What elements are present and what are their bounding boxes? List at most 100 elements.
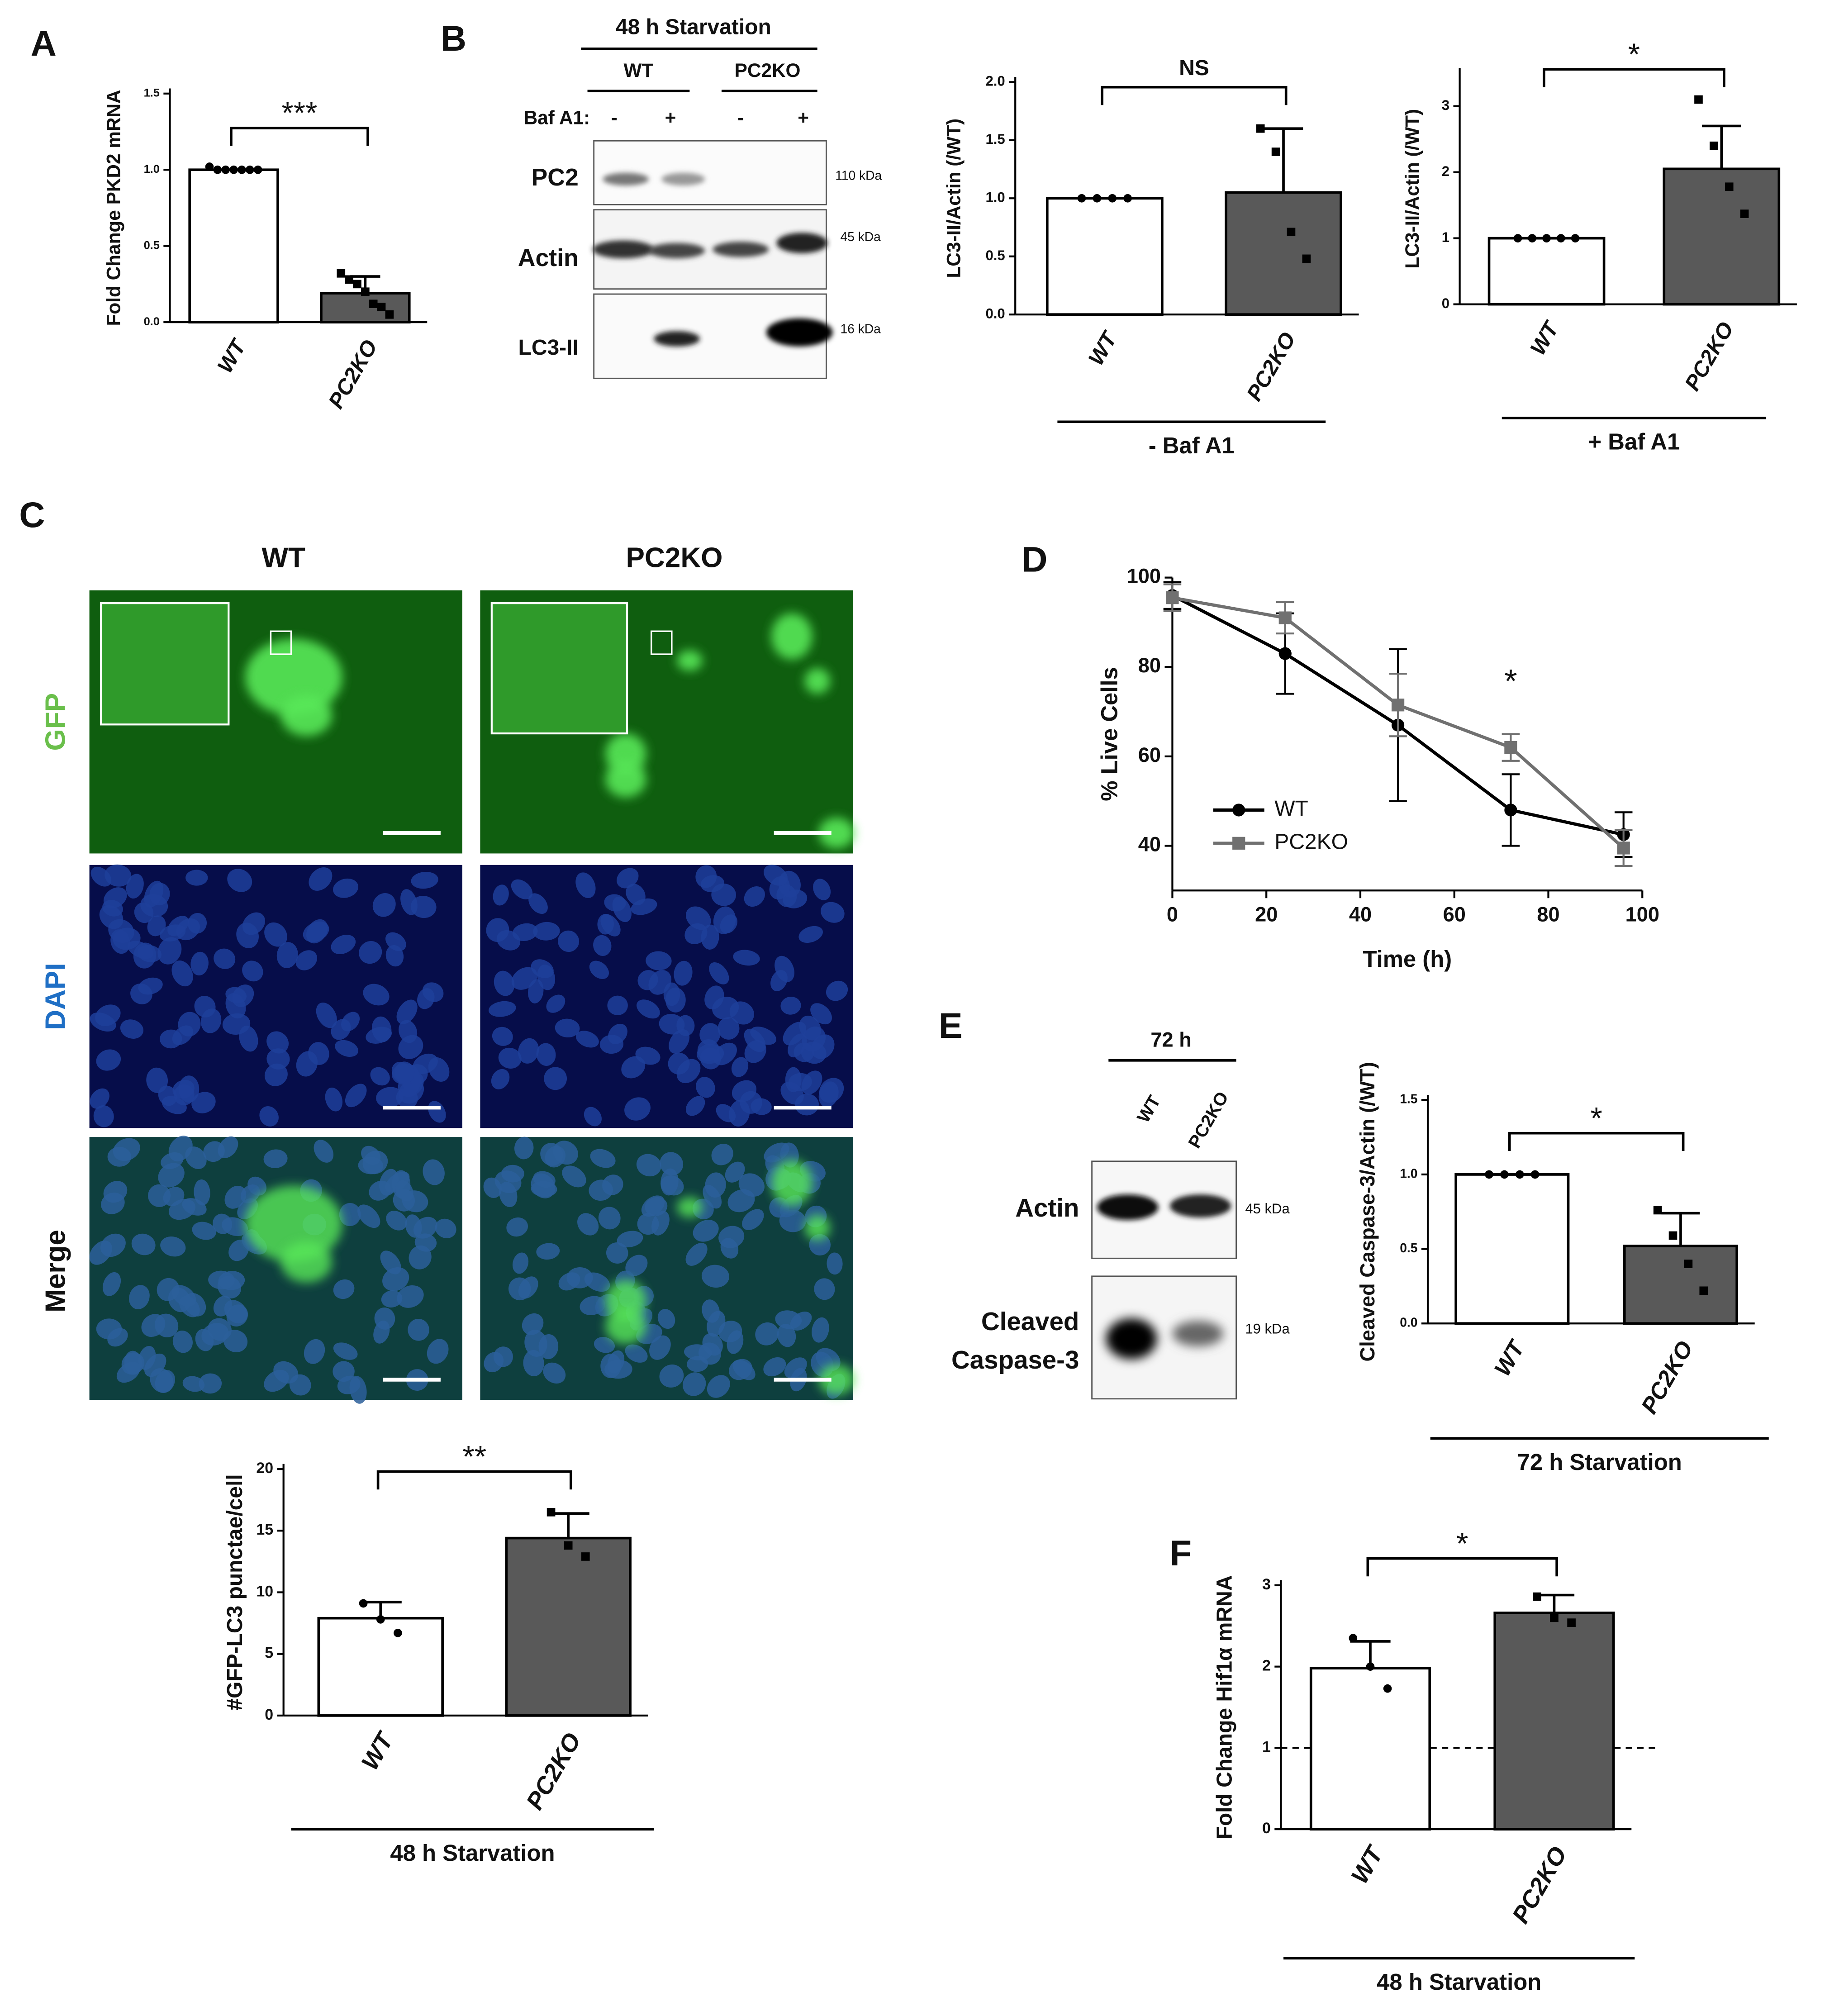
- nucleus: [147, 915, 166, 937]
- data-point: [1550, 1613, 1559, 1622]
- nucleus: [657, 1309, 675, 1329]
- nucleus: [744, 886, 765, 907]
- blot-group: WT: [624, 60, 654, 81]
- data-point: [1349, 1634, 1358, 1643]
- nucleus: [553, 1141, 578, 1165]
- nucleus: [621, 1056, 646, 1079]
- band: [1106, 1318, 1157, 1360]
- data-point: [1740, 209, 1749, 218]
- nucleus: [821, 902, 845, 923]
- y-tick-label: 0.0: [144, 315, 160, 328]
- blot-row-label: LC3-II: [518, 336, 579, 360]
- nucleus: [600, 914, 621, 937]
- nucleus: [129, 1285, 150, 1309]
- nucleus: [624, 1097, 651, 1121]
- nucleus: [732, 1360, 756, 1380]
- nucleus: [171, 960, 193, 987]
- nucleus: [795, 1094, 819, 1116]
- data-point: [1668, 1231, 1677, 1240]
- group-label: 48 h Starvation: [390, 1840, 555, 1866]
- nucleus: [182, 1376, 205, 1392]
- significance-bracket: [230, 127, 369, 146]
- nucleus: [718, 1017, 740, 1040]
- bar: [505, 1536, 632, 1717]
- data-point: [1271, 147, 1280, 156]
- nucleus: [218, 1136, 238, 1158]
- nucleus: [685, 1096, 705, 1116]
- nucleus: [410, 895, 437, 918]
- nucleus: [306, 919, 328, 944]
- data-point: [1166, 591, 1179, 604]
- y-tick-label: 1.0: [144, 163, 160, 176]
- blot-row-label: Actin: [1015, 1193, 1079, 1222]
- significance-label: *: [1590, 1101, 1602, 1135]
- data-point: [213, 165, 222, 174]
- nucleus: [738, 1173, 765, 1197]
- nucleus: [113, 1138, 140, 1161]
- nucleus: [423, 1159, 445, 1185]
- cell-signal: [771, 613, 813, 660]
- nucleus: [636, 1154, 661, 1177]
- nucleus: [341, 1012, 360, 1032]
- cell-signal: [677, 650, 703, 671]
- nucleus: [100, 1233, 126, 1257]
- nucleus: [799, 1015, 821, 1041]
- nucleus: [333, 878, 359, 898]
- nucleus: [172, 1331, 193, 1353]
- nucleus: [512, 923, 538, 941]
- significance-bracket: [1508, 1132, 1685, 1151]
- blot-row-label: Caspase-3: [951, 1346, 1079, 1374]
- blot-strip: [593, 140, 827, 205]
- nucleus: [660, 1152, 684, 1175]
- lane-label: PC2KO: [1184, 1089, 1232, 1152]
- data-point: [205, 162, 214, 171]
- band: [766, 318, 833, 347]
- inset: [490, 602, 628, 735]
- nucleus: [188, 913, 207, 934]
- band: [603, 172, 649, 186]
- data-point: [1513, 234, 1522, 242]
- nucleus: [222, 1013, 251, 1035]
- y-tick-label: 1.5: [144, 86, 160, 99]
- bar: [1663, 167, 1781, 306]
- nucleus: [393, 1189, 415, 1212]
- nucleus: [536, 1243, 560, 1260]
- nucleus: [506, 1217, 528, 1237]
- data-point: [359, 1599, 368, 1608]
- cell-signal: [281, 1241, 332, 1283]
- row-label: Merge: [40, 1230, 71, 1312]
- nucleus: [494, 970, 515, 996]
- nucleus: [335, 1040, 359, 1057]
- nucleus: [661, 1168, 679, 1196]
- y-tick-label: 0.5: [144, 239, 160, 252]
- x-tick-label: PC2KO: [1507, 1842, 1572, 1928]
- blot-title: 72 h: [1150, 1028, 1191, 1051]
- y-tick-label: 1.5: [1400, 1092, 1417, 1106]
- nucleus: [637, 999, 660, 1019]
- data-point: [581, 1552, 590, 1561]
- nucleus: [408, 1318, 429, 1341]
- inset-marker: [270, 630, 292, 655]
- nucleus: [742, 1209, 764, 1230]
- data-point: [1256, 124, 1265, 133]
- data-point: [1528, 234, 1537, 242]
- error-bar: [547, 1512, 589, 1538]
- blot-e: 72 h WT PC2KO Actin Cleaved Caspase-3 45…: [951, 1028, 1290, 1400]
- nucleus: [397, 1285, 424, 1308]
- panel-letter: E: [939, 1005, 963, 1046]
- error-bar: [1661, 1212, 1700, 1246]
- nucleus: [242, 960, 263, 982]
- nucleus: [617, 868, 639, 889]
- column-label: WT: [261, 542, 305, 574]
- data-point: [1302, 254, 1311, 263]
- nucleus: [333, 1279, 355, 1299]
- micrographs: WT PC2KO GFP DAPI Merge: [40, 542, 855, 1404]
- nucleus: [331, 935, 356, 954]
- band: [1172, 1321, 1224, 1347]
- nucleus: [213, 1296, 232, 1317]
- nucleus: [116, 1361, 140, 1383]
- nucleus: [163, 1187, 185, 1207]
- cell-signal: [818, 818, 855, 849]
- nucleus: [584, 1272, 610, 1292]
- group-label: 72 h Starvation: [1517, 1449, 1682, 1475]
